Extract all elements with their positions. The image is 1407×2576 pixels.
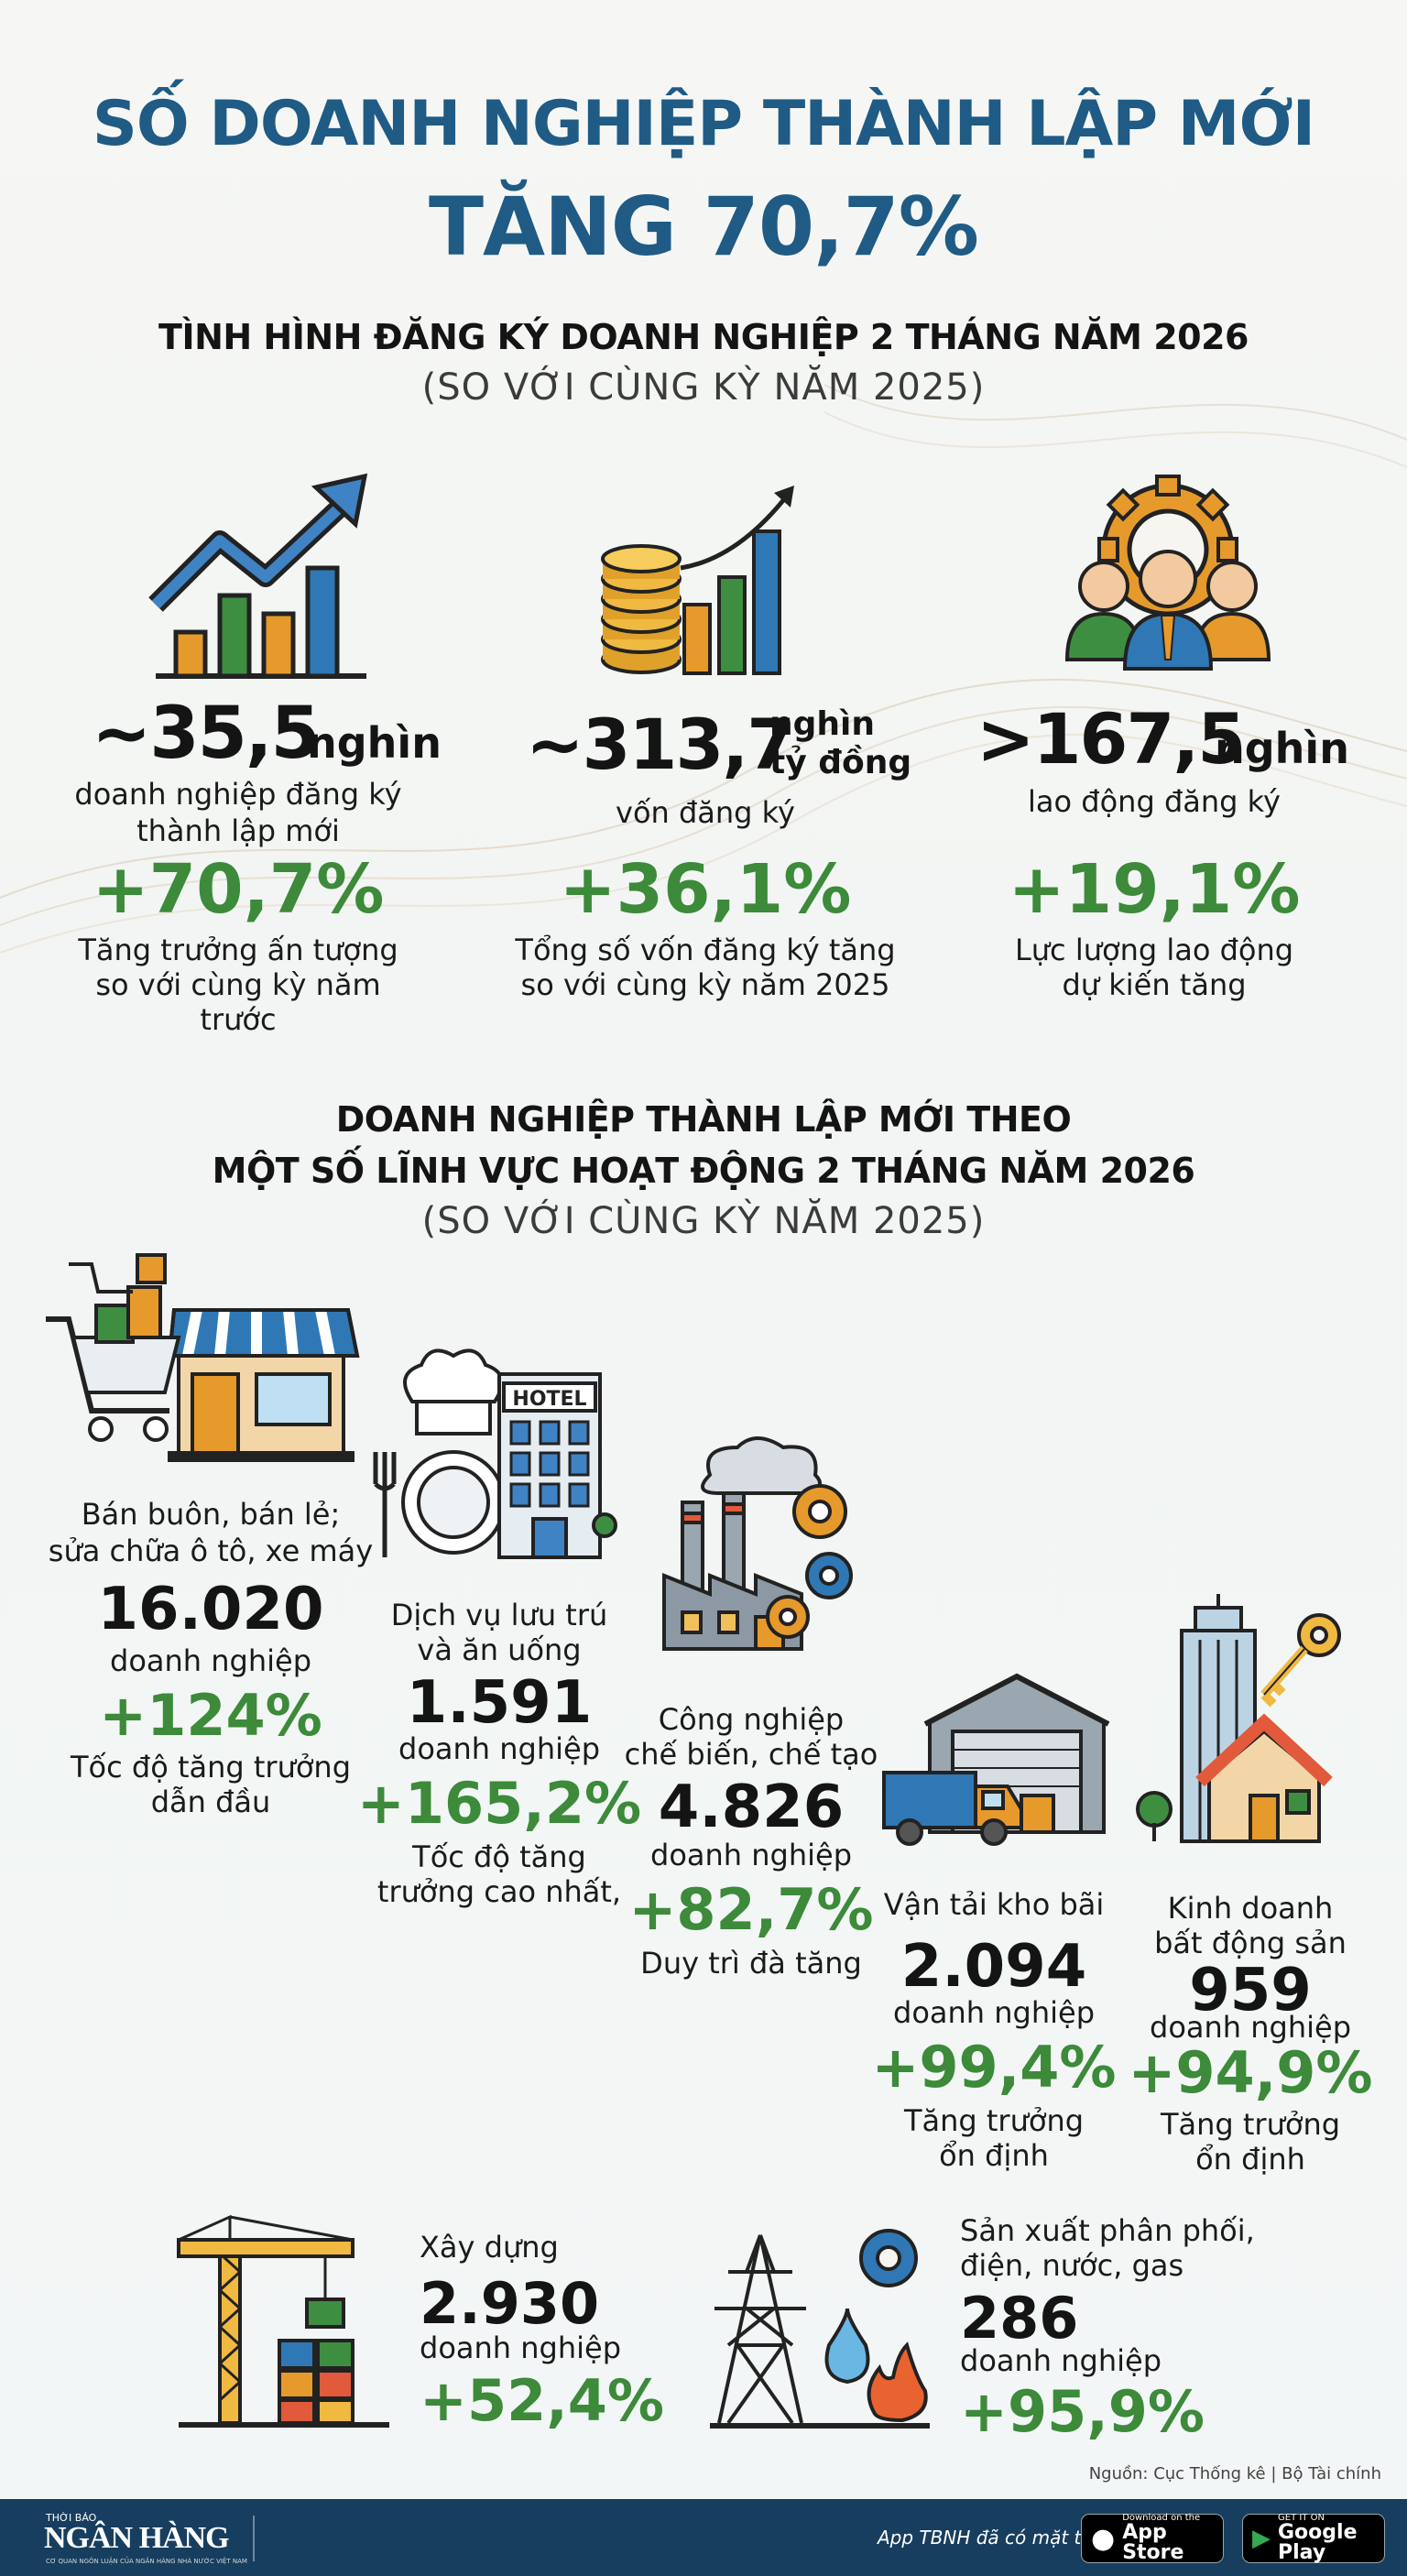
stat1-unit: nghìn xyxy=(307,718,442,768)
manufacturing-name-line2: chế biến, chế tạo xyxy=(624,1737,878,1772)
section2-subheading: (SO VỚI CÙNG KỲ NĂM 2025) xyxy=(421,1200,986,1242)
stat1-note-line2: so với cùng kỳ năm trước xyxy=(95,967,381,1038)
realestate-note-line2: ổn định xyxy=(1195,2142,1305,2177)
stat1-note-line1: Tăng trưởng ấn tượng xyxy=(78,933,398,967)
brand-top: THỜI BÁO xyxy=(46,2512,97,2524)
power-utility-icon xyxy=(710,2229,930,2429)
page-title-line1: SỐ DOANH NGHIỆP THÀNH LẬP MỚI xyxy=(92,88,1315,160)
logistics-note-line1: Tăng trưởng xyxy=(903,2103,1085,2138)
google-play-small-text: GET IT ON xyxy=(1278,2513,1325,2523)
stat2-label-line1: vốn đăng ký xyxy=(616,795,795,830)
logistics-note-line2: ổn định xyxy=(939,2138,1049,2173)
manufacturing-name-line1: Công nghiệp xyxy=(658,1702,845,1737)
retail-note-line2: dẫn đầu xyxy=(150,1785,271,1819)
warehouse-truck-icon xyxy=(882,1673,1110,1846)
workforce-gear-icon xyxy=(1064,475,1271,671)
growth-chart-icon xyxy=(148,473,368,679)
stat3-unit: nghìn xyxy=(1215,724,1349,773)
utilities-name-line2: điện, nước, gas xyxy=(960,2248,1184,2283)
retail-count: 16.020 xyxy=(97,1576,324,1643)
stat2-unit-line2: tỷ đồng xyxy=(769,744,912,781)
retail-name-line1: Bán buôn, bán lẻ; xyxy=(81,1497,341,1532)
stat1-label-line1: doanh nghiệp đăng ký xyxy=(74,777,402,812)
stat3-note-line2: dự kiến tăng xyxy=(1062,967,1247,1002)
retail-note-line1: Tốc độ tăng trưởng xyxy=(70,1750,352,1785)
hospitality-change: +165,2% xyxy=(356,1770,642,1837)
google-play-icon: ▶ xyxy=(1252,2525,1271,2552)
crane-icon xyxy=(177,2214,389,2428)
hotel-restaurant-icon: HOTEL xyxy=(373,1348,617,1559)
factory-icon xyxy=(662,1436,853,1651)
realestate-name-line2: bất động sản xyxy=(1154,1926,1347,1960)
apple-icon: ● xyxy=(1091,2522,1116,2555)
construction-unit: doanh nghiệp xyxy=(420,2330,621,2365)
construction-name-line1: Xây dựng xyxy=(420,2230,559,2265)
page-title-line2: TĂNG 70,7% xyxy=(429,180,979,274)
hotel-sign: HOTEL xyxy=(512,1388,586,1411)
stat1-change: +70,7% xyxy=(92,850,385,929)
hospitality-name-line1: Dịch vụ lưu trú xyxy=(390,1598,608,1632)
utilities-count: 286 xyxy=(960,2285,1079,2352)
realestate-change: +94,9% xyxy=(1128,2039,1373,2106)
stat1-label-line2: thành lập mới xyxy=(136,813,340,848)
hospitality-note-line1: Tốc độ tăng xyxy=(412,1839,586,1874)
stat2-unit-line1: nghìn xyxy=(769,705,875,743)
stat3-note-line1: Lực lượng lao động xyxy=(1014,933,1294,967)
app-store-small-text: Download on the xyxy=(1122,2513,1201,2523)
stat2-change: +36,1% xyxy=(559,850,852,929)
stat2-value: ~313,7 xyxy=(526,704,795,785)
construction-count: 2.930 xyxy=(420,2270,600,2337)
hospitality-unit: doanh nghiệp xyxy=(398,1731,600,1766)
manufacturing-count: 4.826 xyxy=(658,1774,845,1841)
logistics-change: +99,4% xyxy=(871,2034,1117,2101)
retail-change: +124% xyxy=(99,1682,322,1749)
app-availability-text: App TBNH đã có mặt trên xyxy=(878,2527,1112,2549)
app-store-button[interactable]: ● Download on the App Store xyxy=(1081,2514,1224,2563)
section2-heading-line1: DOANH NGHIỆP THÀNH LẬP MỚI THEO xyxy=(335,1099,1072,1140)
stat1-value: ~35,5 xyxy=(92,693,321,775)
retail-unit: doanh nghiệp xyxy=(110,1643,311,1678)
logistics-unit: doanh nghiệp xyxy=(893,1995,1095,2030)
manufacturing-unit: doanh nghiệp xyxy=(650,1838,852,1872)
stat2-note-line2: so với cùng kỳ năm 2025 xyxy=(520,967,890,1002)
google-play-button[interactable]: ▶ GET IT ON Google Play xyxy=(1242,2514,1385,2563)
hospitality-count: 1.591 xyxy=(406,1669,593,1737)
utilities-name-line1: Sản xuất phân phối, xyxy=(960,2213,1255,2248)
logistics-name-line1: Vận tải kho bãi xyxy=(883,1887,1105,1922)
real-estate-icon xyxy=(1136,1594,1341,1843)
manufacturing-note-line1: Duy trì đà tăng xyxy=(640,1946,862,1981)
retail-name-line2: sửa chữa ô tô, xe máy xyxy=(48,1534,374,1568)
stat2-note-line1: Tổng số vốn đăng ký tăng xyxy=(515,933,896,967)
coins-chart-icon xyxy=(601,486,794,675)
hospitality-name-line2: và ăn uống xyxy=(417,1632,582,1667)
source-note: Nguồn: Cục Thống kê | Bộ Tài chính xyxy=(1088,2464,1381,2483)
google-play-label: Google Play xyxy=(1278,2521,1358,2564)
footer-bar: THỜI BÁO NGÂN HÀNG CƠ QUAN NGÔN LUẬN CỦA… xyxy=(0,2499,1407,2576)
realestate-count: 959 xyxy=(1189,1957,1312,2025)
brand-tagline: CƠ QUAN NGÔN LUẬN CỦA NGÂN HÀNG NHÀ NƯỚC… xyxy=(46,2558,247,2565)
realestate-name-line1: Kinh doanh xyxy=(1167,1891,1334,1926)
realestate-unit: doanh nghiệp xyxy=(1150,2010,1351,2045)
realestate-note-line1: Tăng trưởng xyxy=(1160,2107,1341,2142)
app-store-label: App Store xyxy=(1122,2521,1184,2564)
section1-heading: TÌNH HÌNH ĐĂNG KÝ DOANH NGHIỆP 2 THÁNG N… xyxy=(158,317,1249,357)
brand-logo[interactable]: NGÂN HÀNG xyxy=(44,2521,230,2555)
utilities-unit: doanh nghiệp xyxy=(960,2343,1162,2378)
stat3-value: >167,5 xyxy=(976,698,1246,780)
manufacturing-change: +82,7% xyxy=(628,1876,874,1943)
section1-subheading: (SO VỚI CÙNG KỲ NĂM 2025) xyxy=(421,366,986,409)
utilities-change: +95,9% xyxy=(960,2378,1205,2445)
construction-change: +52,4% xyxy=(420,2367,665,2434)
shopping-store-icon xyxy=(46,1253,360,1462)
logistics-count: 2.094 xyxy=(900,1933,1087,2001)
footer-divider xyxy=(253,2516,255,2561)
section2-heading-line2: MỘT SỐ LĨNH VỰC HOẠT ĐỘNG 2 THÁNG NĂM 20… xyxy=(212,1151,1195,1191)
stat3-label-line1: lao động đăng ký xyxy=(1028,784,1281,819)
stat3-change: +19,1% xyxy=(1008,850,1301,929)
hospitality-note-line2: trưởng cao nhất, xyxy=(376,1874,622,1909)
